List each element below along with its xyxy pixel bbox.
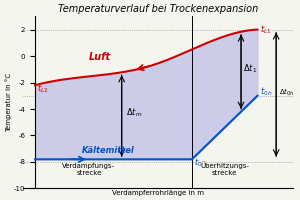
Text: $t_{L2}$: $t_{L2}$: [38, 83, 49, 95]
Text: $t_0$: $t_0$: [194, 157, 203, 169]
Text: $\Delta t_1$: $\Delta t_1$: [243, 63, 257, 75]
Text: $\Delta t_{0h}$: $\Delta t_{0h}$: [278, 86, 294, 98]
Text: $t_{0h}$: $t_{0h}$: [260, 85, 272, 98]
Text: Kältemittel: Kältemittel: [82, 146, 135, 155]
Title: Temperaturverlauf bei Trockenexpansion: Temperaturverlauf bei Trockenexpansion: [58, 4, 258, 14]
Text: Luft: Luft: [89, 52, 111, 62]
Text: Verdampfungs-
strecke: Verdampfungs- strecke: [62, 163, 116, 176]
Y-axis label: Temperatur in °C: Temperatur in °C: [6, 73, 13, 132]
X-axis label: Verdampferrohrlänge in m: Verdampferrohrlänge in m: [112, 190, 204, 196]
Text: $\Delta t_m$: $\Delta t_m$: [126, 107, 143, 119]
Text: $t_{L1}$: $t_{L1}$: [260, 23, 272, 36]
Text: Überhitzungs-
strecke: Überhitzungs- strecke: [200, 161, 249, 176]
